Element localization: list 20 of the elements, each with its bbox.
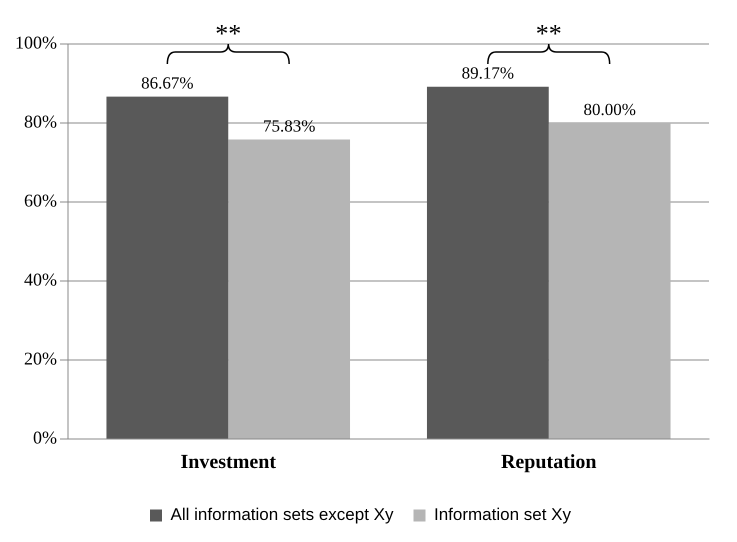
bar (228, 139, 350, 438)
y-tick-label: 60% (24, 190, 57, 211)
legend-label: All information sets except Xy (170, 505, 394, 524)
y-tick-label: 100% (14, 32, 57, 53)
legend-label: Information set Xy (434, 505, 572, 524)
y-tick-label: 40% (24, 270, 57, 290)
y-tick-label: 0% (32, 428, 57, 448)
bar (106, 96, 228, 438)
x-tick-label: Reputation (500, 451, 597, 474)
data-label: 86.67% (141, 74, 194, 93)
annotation: ** (215, 19, 242, 48)
x-tick-label: Investment (180, 451, 276, 474)
y-tick-label: 20% (24, 348, 57, 369)
bar (548, 123, 671, 438)
data-label: 75.83% (262, 116, 316, 136)
data-label: 89.17% (462, 64, 514, 83)
annotation: ** (536, 19, 562, 48)
data-label: 80.00% (583, 100, 636, 119)
y-tick-label: 80% (24, 112, 57, 132)
bar (426, 86, 549, 438)
